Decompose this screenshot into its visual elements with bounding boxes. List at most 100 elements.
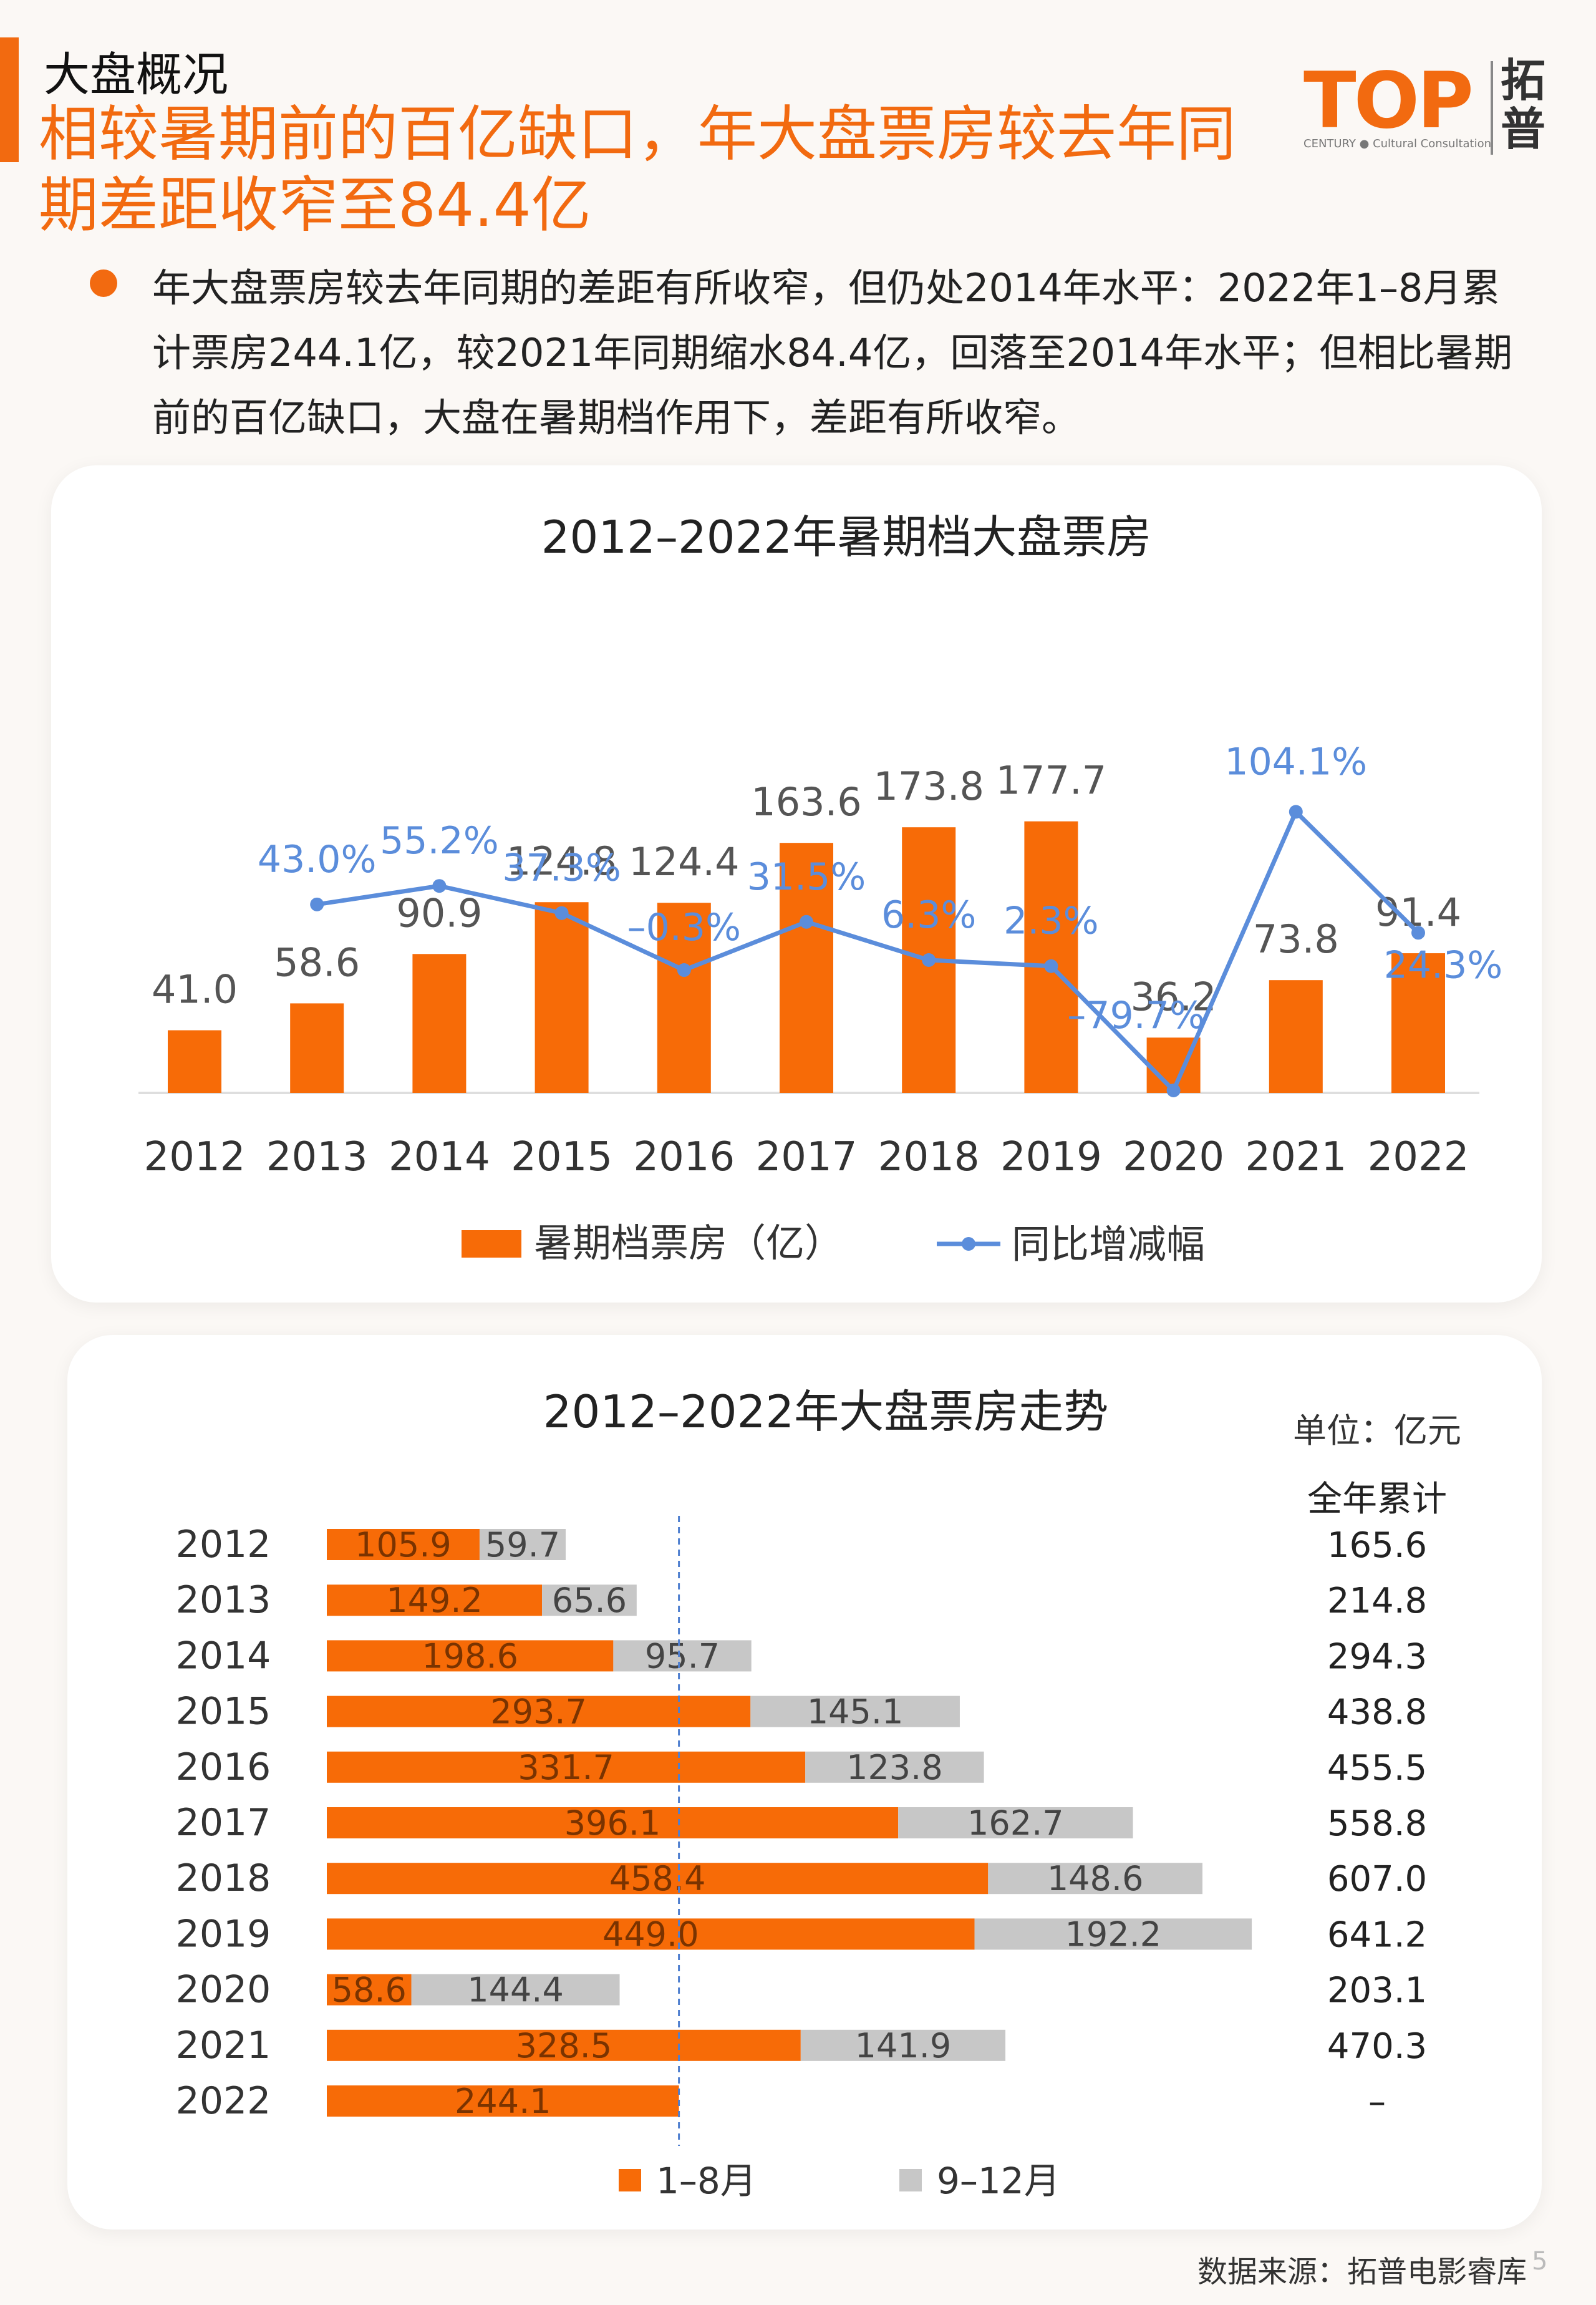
- logo-divider: [1491, 61, 1493, 155]
- legend-label-summer-box-office: 暑期档票房（亿）: [534, 1220, 843, 1266]
- bar-2013: [290, 1003, 344, 1093]
- chart1-title: 2012–2022年暑期档大盘票房: [541, 511, 1151, 563]
- bar-sep-dec-2016: [805, 1751, 984, 1783]
- y-tick-2019: 2019: [176, 1912, 271, 1956]
- bar-jan-aug-2014: [327, 1640, 614, 1672]
- total-2016: 455.5: [1327, 1748, 1427, 1788]
- legend-marker-yoy: [962, 1237, 975, 1251]
- bar-label-jan-aug-2016: 331.7: [518, 1748, 614, 1787]
- yoy-label-2018: 6.3%: [881, 893, 976, 937]
- bar-2015: [534, 902, 589, 1093]
- bar-label-jan-aug-2022: 244.1: [455, 2082, 551, 2121]
- bar-label-jan-aug-2012: 105.9: [355, 1525, 452, 1565]
- bar-label-jan-aug-2017: 396.1: [564, 1803, 661, 1843]
- yoy-label-2021: 104.1%: [1224, 740, 1367, 784]
- bar-jan-aug-2021: [327, 2029, 801, 2061]
- y-tick-2015: 2015: [176, 1690, 271, 1734]
- bar-sep-dec-2020: [411, 1974, 620, 2006]
- yoy-point-2020: [1166, 1084, 1181, 1097]
- total-2018: 607.0: [1327, 1859, 1427, 1900]
- bar-jan-aug-2013: [327, 1584, 543, 1616]
- total-2014: 294.3: [1327, 1636, 1427, 1677]
- yoy-point-2022: [1411, 926, 1425, 940]
- logo-chinese-name: 拓普: [1501, 54, 1546, 155]
- bar-sep-dec-2015: [750, 1696, 960, 1727]
- yoy-label-2020: –79.7%: [1067, 994, 1205, 1037]
- x-tick-2019: 2019: [1000, 1134, 1102, 1180]
- x-tick-2018: 2018: [878, 1134, 980, 1180]
- bar-label-sep-dec-2017: 162.7: [967, 1803, 1064, 1843]
- chart2-unit: 单位：亿元: [1293, 1411, 1461, 1450]
- legend-swatch-sep-dec: [899, 2169, 922, 2191]
- chart2-total-header: 全年累计: [1307, 1479, 1447, 1520]
- bar-label-jan-aug-2014: 198.6: [422, 1636, 518, 1676]
- summary-bullet-text: 年大盘票房较去年同期的差距有所收窄，但仍处2014年水平：2022年1–8月累计…: [152, 265, 1513, 440]
- legend-label-sep-dec: 9–12月: [937, 2160, 1060, 2202]
- bar-sep-dec-2013: [542, 1584, 637, 1616]
- bar-label-sep-dec-2020: 144.4: [467, 1971, 564, 2010]
- yoy-label-2013: 43.0%: [258, 838, 377, 881]
- bar-label-2015: 124.8: [506, 838, 617, 884]
- y-tick-2014: 2014: [176, 1634, 271, 1677]
- y-tick-2013: 2013: [176, 1578, 271, 1622]
- bar-label-2016: 124.4: [629, 839, 740, 885]
- y-tick-2018: 2018: [176, 1856, 271, 1900]
- yoy-label-2014: 55.2%: [380, 819, 499, 863]
- bar-jan-aug-2019: [327, 1918, 975, 1950]
- bar-2017: [780, 843, 833, 1093]
- yoy-label-2019: 2.3%: [1004, 900, 1098, 943]
- y-tick-2022: 2022: [176, 2079, 271, 2123]
- bar-sep-dec-2017: [898, 1807, 1133, 1838]
- logo-wordmark: TOP: [1303, 56, 1474, 146]
- bar-2014: [412, 954, 467, 1093]
- y-tick-2012: 2012: [176, 1523, 271, 1566]
- x-tick-2017: 2017: [756, 1134, 858, 1180]
- y-tick-2017: 2017: [176, 1801, 271, 1845]
- total-2020: 203.1: [1327, 1971, 1427, 2011]
- bar-jan-aug-2017: [327, 1807, 899, 1838]
- x-tick-2021: 2021: [1245, 1134, 1347, 1180]
- bar-2012: [168, 1030, 221, 1093]
- yoy-point-2016: [677, 963, 691, 978]
- summer-box-office-card: 2012–2022年暑期档大盘票房 41.0 2012 58.6 2013 90.9 20…: [51, 465, 1542, 1303]
- bar-label-2020: 36.2: [1131, 974, 1217, 1019]
- bar-jan-aug-2018: [327, 1863, 989, 1895]
- legend-swatch-jan-aug: [619, 2169, 641, 2191]
- yoy-label-2017: 31.5%: [747, 855, 866, 899]
- page-headline: 相较暑期前的百亿缺口，年大盘票房较去年同期差距收窄至84.4亿: [39, 99, 1236, 240]
- bar-label-jan-aug-2019: 449.0: [602, 1914, 699, 1954]
- bar-label-2019: 177.7: [996, 758, 1107, 803]
- yoy-label-2016: –0.3%: [627, 906, 741, 949]
- total-2012: 165.6: [1327, 1525, 1427, 1566]
- yoy-point-2015: [554, 906, 569, 920]
- x-tick-2020: 2020: [1123, 1134, 1224, 1180]
- yoy-point-2021: [1289, 805, 1303, 819]
- bar-2021: [1269, 980, 1323, 1093]
- bar-label-sep-dec-2016: 123.8: [846, 1748, 943, 1787]
- x-tick-2013: 2013: [266, 1134, 368, 1180]
- total-2015: 438.8: [1327, 1692, 1427, 1733]
- bar-sep-dec-2012: [479, 1529, 566, 1560]
- bar-label-jan-aug-2018: 458.4: [609, 1859, 706, 1898]
- title-accent-bar: [0, 37, 19, 162]
- legend-label-yoy: 同比增减幅: [1012, 1221, 1205, 1267]
- bar-label-jan-aug-2015: 293.7: [490, 1692, 587, 1732]
- total-2017: 558.8: [1327, 1803, 1427, 1844]
- page-number: 5: [1532, 2247, 1548, 2276]
- bar-label-jan-aug-2013: 149.2: [386, 1581, 483, 1620]
- bar-label-jan-aug-2021: 328.5: [516, 2026, 612, 2065]
- bar-label-2018: 173.8: [873, 764, 984, 809]
- annual-box-office-card: 2012–2022年大盘票房走势 单位：亿元 全年累计 2012 105.9 59.…: [67, 1335, 1542, 2230]
- yoy-point-2017: [800, 915, 813, 929]
- summer-box-office-chart: 2012–2022年暑期档大盘票房 41.0 2012 58.6 2013 90.9 20…: [138, 511, 1502, 1267]
- bar-jan-aug-2012: [327, 1529, 480, 1560]
- bar-label-2017: 163.6: [751, 779, 862, 825]
- bullet-dot: [90, 269, 117, 297]
- bar-label-2014: 90.9: [396, 890, 482, 936]
- bar-label-sep-dec-2014: 95.7: [645, 1636, 720, 1676]
- yoy-line: [316, 808, 1420, 1095]
- total-2019: 641.2: [1327, 1914, 1427, 1955]
- bar-jan-aug-2016: [327, 1751, 806, 1783]
- total-2013: 214.8: [1327, 1581, 1427, 1621]
- y-tick-2021: 2021: [176, 2024, 271, 2067]
